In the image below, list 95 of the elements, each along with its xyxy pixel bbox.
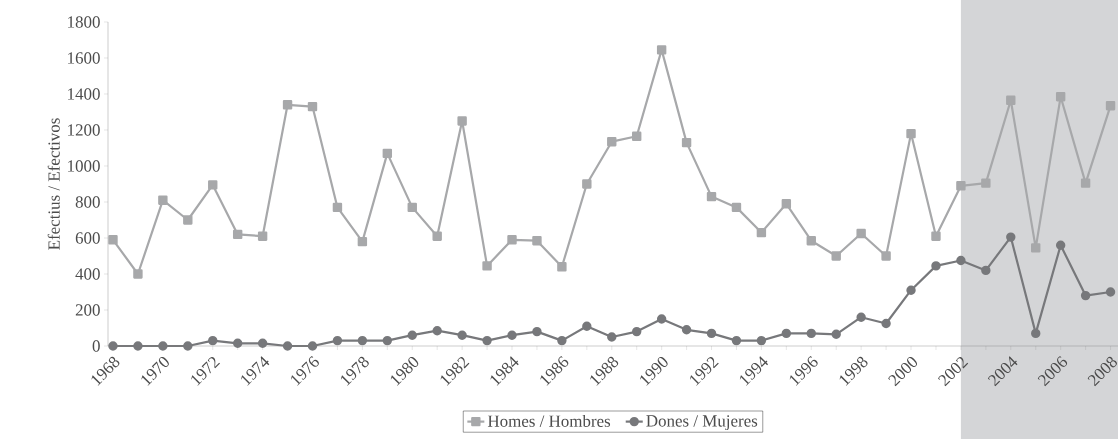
point xyxy=(557,262,567,272)
y-tick-label: 400 xyxy=(75,268,100,280)
point xyxy=(257,338,268,348)
y-tick-label: 1600 xyxy=(68,52,100,64)
y-axis-title: Efectius / Efectivos xyxy=(47,118,60,250)
point xyxy=(607,332,617,342)
point xyxy=(607,137,617,147)
point xyxy=(1080,290,1091,301)
point xyxy=(1105,287,1116,297)
point xyxy=(108,235,118,245)
point xyxy=(931,261,941,271)
point xyxy=(756,335,767,346)
point xyxy=(133,341,143,351)
point xyxy=(183,215,193,225)
point xyxy=(332,335,343,346)
point xyxy=(981,178,991,188)
point xyxy=(557,335,567,346)
point xyxy=(781,199,792,209)
point xyxy=(681,137,692,148)
point xyxy=(1006,232,1016,242)
point xyxy=(981,265,991,276)
point xyxy=(482,335,492,346)
point xyxy=(1105,101,1116,111)
point xyxy=(158,195,168,205)
point xyxy=(831,329,841,339)
y-tick-label: 1000 xyxy=(68,160,100,172)
point xyxy=(507,330,517,340)
point xyxy=(956,255,966,266)
point xyxy=(1006,95,1016,105)
point xyxy=(632,326,642,337)
point xyxy=(731,335,742,346)
y-tick-label: 0 xyxy=(92,340,100,352)
point xyxy=(1031,328,1041,339)
legend-label: Dones / Mujeres xyxy=(646,415,758,431)
point xyxy=(183,341,193,351)
point xyxy=(208,180,218,190)
y-tick-label: 1400 xyxy=(68,88,100,100)
point xyxy=(806,236,816,246)
point xyxy=(956,181,966,191)
point xyxy=(457,330,467,340)
point xyxy=(507,235,517,245)
point xyxy=(232,338,243,348)
point xyxy=(756,227,767,238)
point xyxy=(656,45,667,55)
point xyxy=(257,231,268,241)
point xyxy=(432,231,442,241)
point xyxy=(656,314,667,324)
point xyxy=(906,128,916,139)
y-tick-label: 200 xyxy=(75,304,100,316)
point xyxy=(582,321,592,331)
point xyxy=(332,202,343,213)
point xyxy=(532,326,542,337)
point xyxy=(407,330,417,340)
point xyxy=(108,341,118,351)
point xyxy=(632,131,642,141)
point xyxy=(282,341,293,351)
point xyxy=(706,328,717,339)
point xyxy=(133,269,143,279)
y-tick-label: 800 xyxy=(75,196,100,208)
point xyxy=(432,326,442,336)
point xyxy=(706,191,717,202)
point xyxy=(357,236,368,247)
point xyxy=(382,148,393,159)
point xyxy=(1055,92,1066,102)
point xyxy=(307,341,318,351)
point xyxy=(457,116,467,126)
point xyxy=(282,100,293,110)
y-tick-label: 1200 xyxy=(68,124,100,136)
point xyxy=(1055,240,1066,250)
point xyxy=(1031,243,1041,253)
point xyxy=(1080,178,1091,188)
point xyxy=(831,251,841,261)
y-tick-label: 1800 xyxy=(68,16,100,28)
point xyxy=(232,229,243,240)
point xyxy=(158,341,168,351)
point xyxy=(806,328,816,339)
legend-label: Homes / Hombres xyxy=(487,414,611,427)
point xyxy=(482,261,492,271)
point xyxy=(382,335,393,346)
point xyxy=(906,285,916,295)
point xyxy=(931,231,941,241)
point xyxy=(407,202,417,213)
point xyxy=(681,325,692,335)
y-tick-label: 600 xyxy=(75,232,100,244)
point xyxy=(881,251,891,261)
point xyxy=(781,328,792,339)
point xyxy=(856,228,866,239)
point xyxy=(582,179,592,189)
point xyxy=(731,202,742,213)
point xyxy=(532,236,542,246)
point xyxy=(881,318,891,329)
point xyxy=(856,312,866,322)
point xyxy=(307,101,318,112)
point xyxy=(357,335,368,346)
point xyxy=(208,335,218,346)
